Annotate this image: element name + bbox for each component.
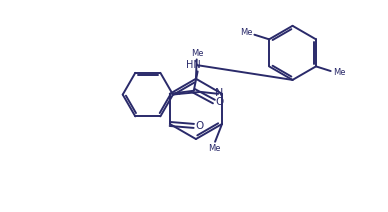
Text: Me: Me [208, 144, 220, 153]
Text: Me: Me [333, 68, 345, 77]
Text: O: O [196, 121, 204, 131]
Text: Me: Me [240, 28, 252, 37]
Text: Me: Me [191, 49, 204, 58]
Text: N: N [215, 88, 223, 98]
Text: O: O [216, 96, 224, 107]
Text: HN: HN [185, 60, 200, 70]
